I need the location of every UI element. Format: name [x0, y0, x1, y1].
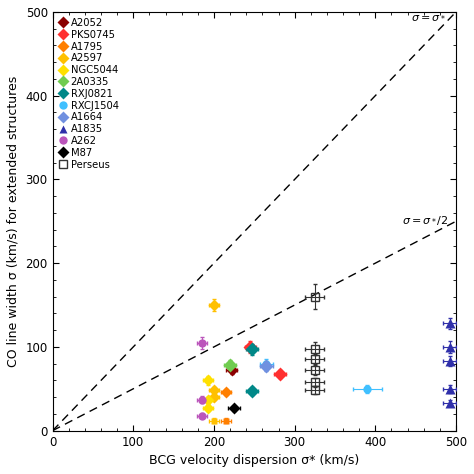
Legend: A2052, PKS0745, A1795, A2597, NGC5044, 2A0335, RXJ0821, RXCJ1504, A1664, A1835, : A2052, PKS0745, A1795, A2597, NGC5044, 2…	[56, 16, 120, 172]
Text: $\sigma = \sigma_*$: $\sigma = \sigma_*$	[411, 12, 447, 22]
Text: $\sigma = \sigma_*/2$: $\sigma = \sigma_*/2$	[401, 215, 448, 227]
X-axis label: BCG velocity dispersion σ* (km/s): BCG velocity dispersion σ* (km/s)	[149, 454, 359, 467]
Y-axis label: CO line width σ (km/s) for extended structures: CO line width σ (km/s) for extended stru…	[7, 76, 20, 367]
